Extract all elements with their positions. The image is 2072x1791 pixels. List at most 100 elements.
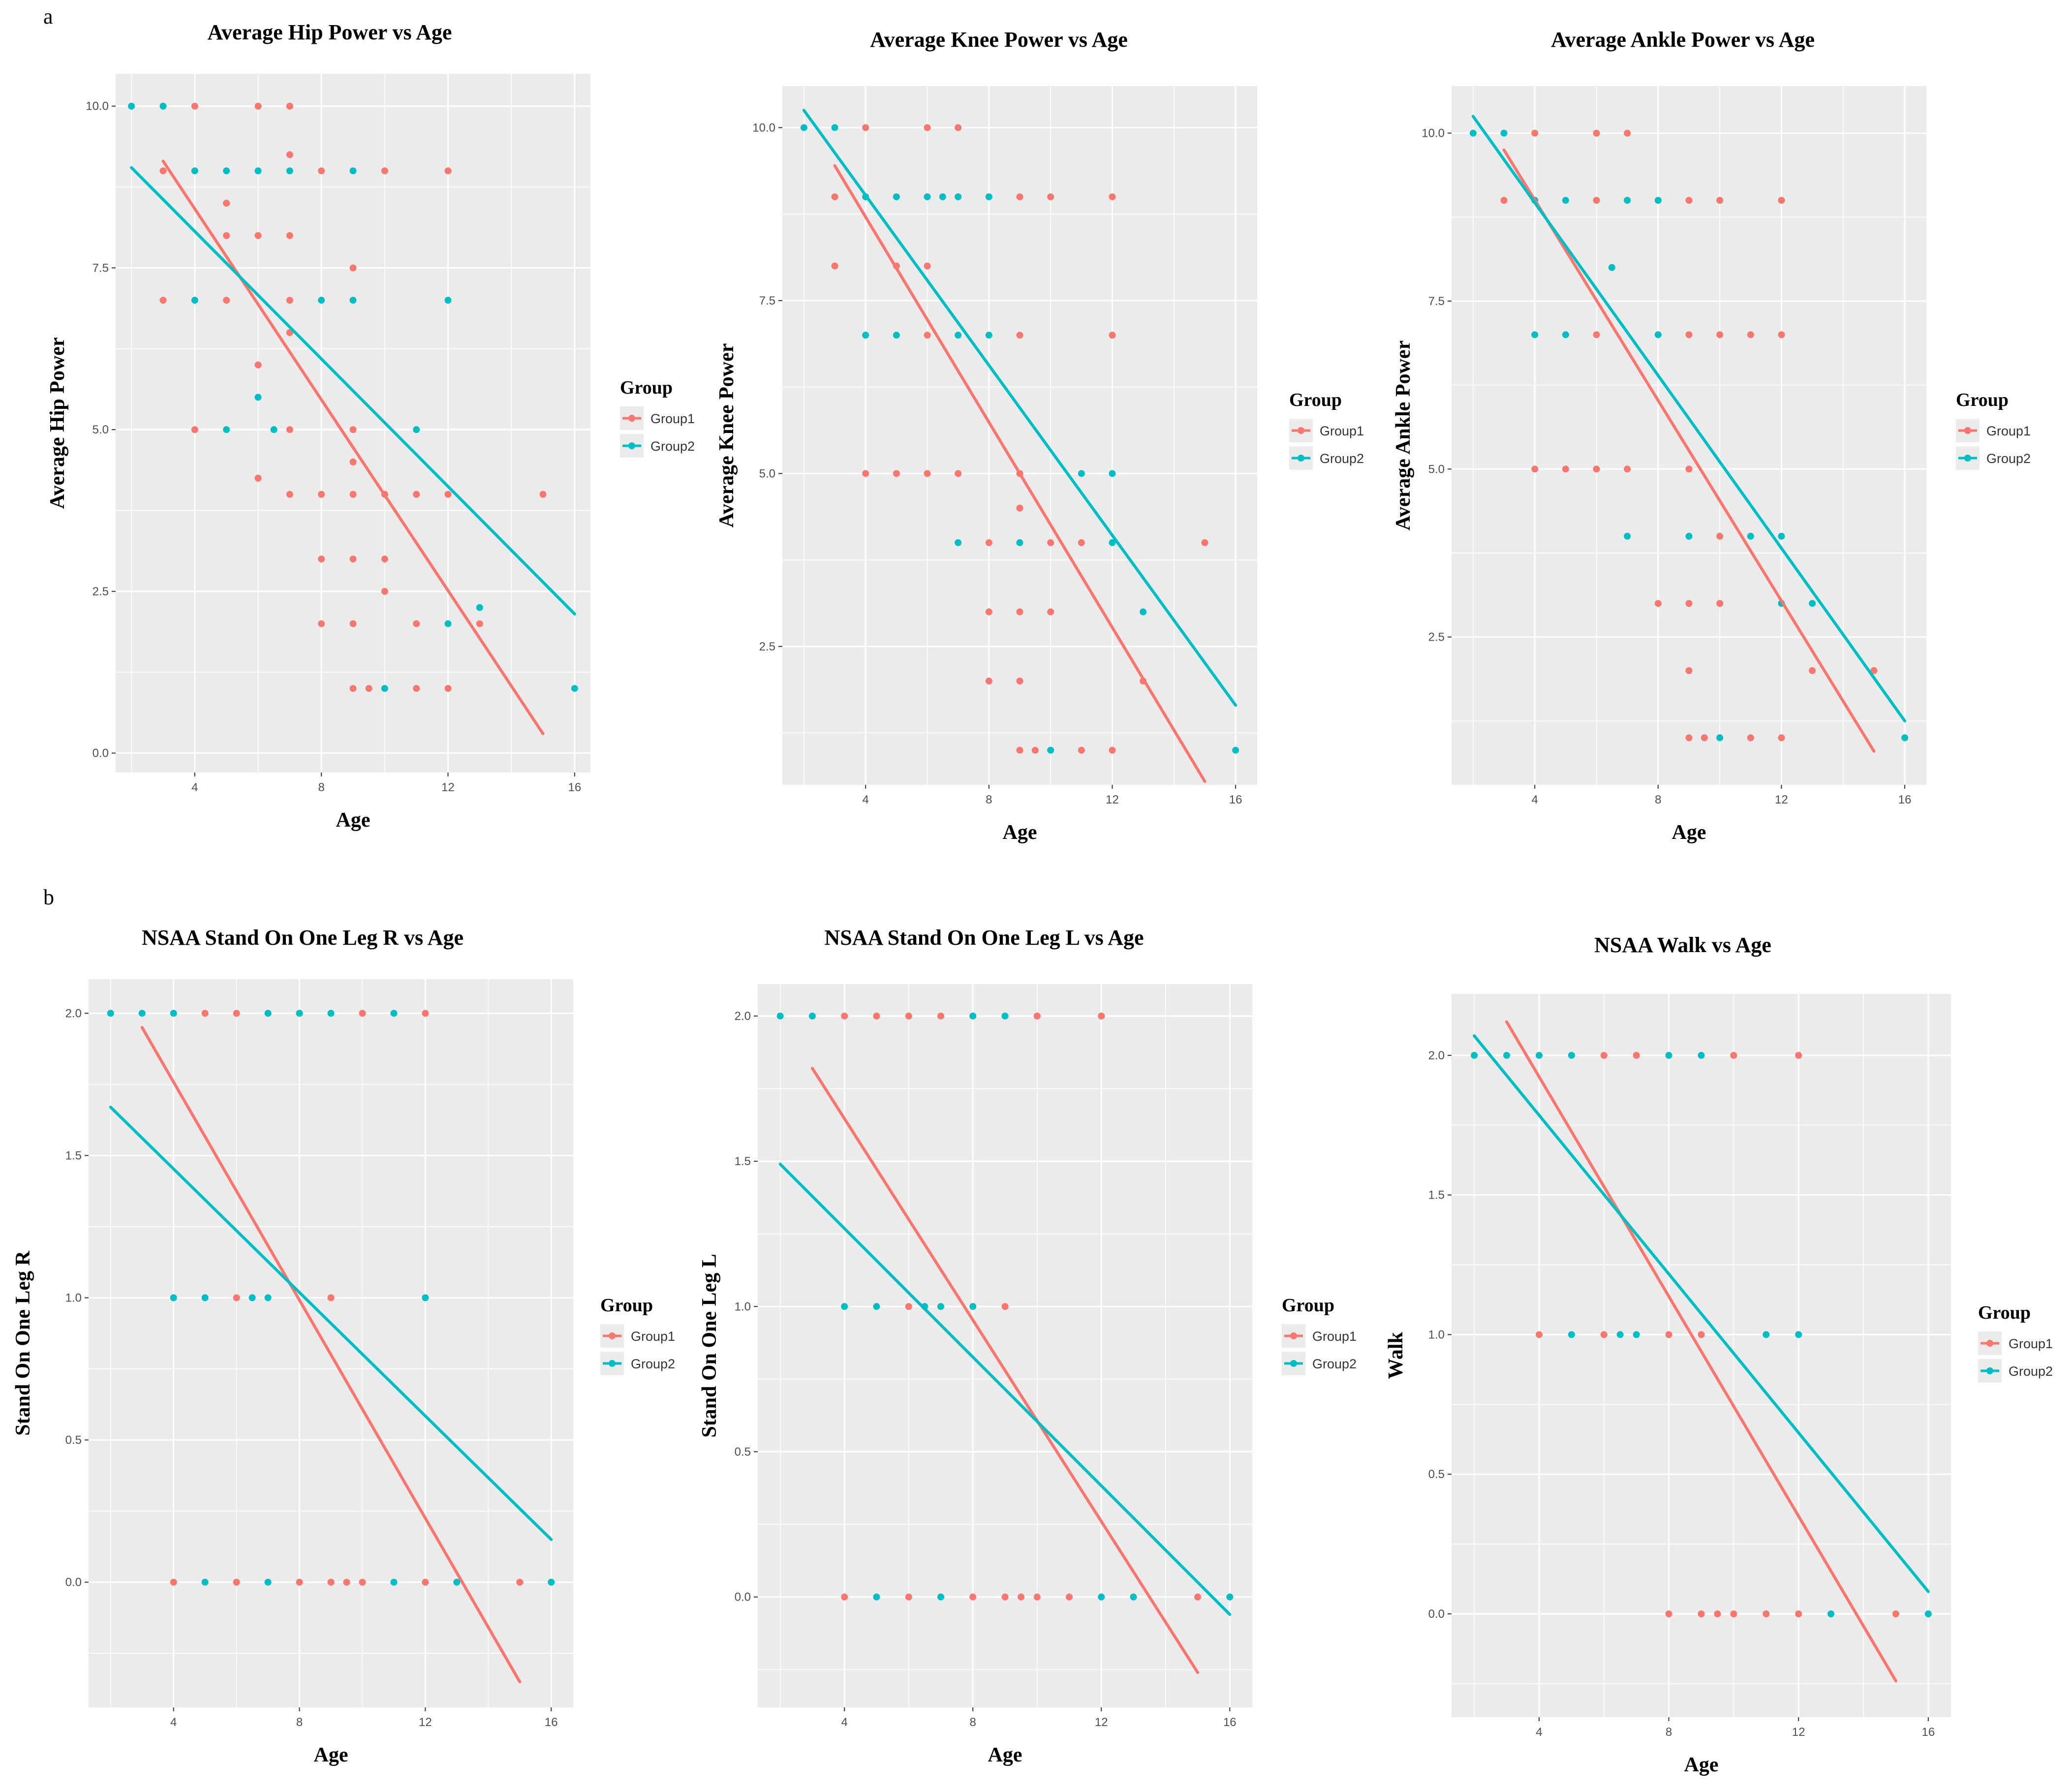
point-group1 bbox=[862, 124, 869, 131]
point-group1 bbox=[233, 1010, 240, 1017]
x-tick-label: 16 bbox=[1223, 1716, 1237, 1729]
point-group2 bbox=[191, 167, 198, 175]
point-group1 bbox=[286, 232, 293, 239]
point-group2 bbox=[138, 1010, 146, 1017]
point-group2 bbox=[1232, 746, 1239, 754]
point-group1 bbox=[1047, 193, 1054, 200]
point-group2 bbox=[248, 1294, 256, 1301]
point-group1 bbox=[1066, 1593, 1073, 1601]
point-group2 bbox=[1471, 1051, 1478, 1059]
legend-label: Group2 bbox=[631, 1357, 675, 1371]
y-axis-label: Average Ankle Power bbox=[1392, 340, 1415, 530]
point-group1 bbox=[1016, 678, 1023, 685]
point-group2 bbox=[1616, 1331, 1624, 1338]
point-group2 bbox=[1795, 1331, 1802, 1338]
point-group2 bbox=[444, 297, 452, 304]
point-group1 bbox=[1047, 608, 1054, 616]
fit-line-group1 bbox=[161, 159, 545, 736]
point-group1 bbox=[1016, 746, 1023, 754]
point-group1 bbox=[318, 491, 325, 498]
point-group1 bbox=[893, 470, 900, 477]
point-group1 bbox=[254, 102, 262, 110]
legend: Group Group1 Group2 bbox=[1289, 390, 1364, 470]
y-tick-label: 5.0 bbox=[759, 467, 775, 480]
point-group2 bbox=[1047, 746, 1054, 754]
y-tick-label: 2.0 bbox=[1428, 1049, 1445, 1062]
point-group1 bbox=[476, 620, 483, 627]
point-group1 bbox=[286, 491, 293, 498]
point-group1 bbox=[254, 361, 262, 369]
legend-label: Group1 bbox=[650, 411, 695, 426]
y-tick-label: 10.0 bbox=[752, 121, 775, 134]
point-group2 bbox=[893, 193, 900, 200]
point-group1 bbox=[1033, 1593, 1041, 1601]
point-group1 bbox=[924, 470, 931, 477]
point-group2 bbox=[969, 1012, 977, 1019]
x-tick-label: 8 bbox=[318, 781, 324, 794]
point-group1 bbox=[359, 1010, 366, 1017]
point-group1 bbox=[955, 470, 962, 477]
point-group1 bbox=[1500, 197, 1508, 204]
legend: Group Group1 Group2 bbox=[620, 377, 695, 458]
point-group1 bbox=[365, 685, 372, 692]
point-group2 bbox=[955, 539, 962, 546]
point-group2 bbox=[170, 1010, 177, 1017]
y-tick-label: 2.5 bbox=[759, 640, 775, 653]
point-group1 bbox=[985, 539, 992, 546]
point-group1 bbox=[1665, 1610, 1672, 1617]
point-group1 bbox=[1001, 1593, 1009, 1601]
x-tick-label: 4 bbox=[191, 781, 198, 794]
y-tick-label: 0.0 bbox=[735, 1591, 751, 1604]
y-axis-label: Stand On One Leg R bbox=[12, 1250, 34, 1435]
point-group2 bbox=[1500, 129, 1508, 137]
chart-2: 4 8 12 16 2.5 5.0 7.5 10.0 Average Knee Power vs… bbox=[715, 28, 1364, 844]
y-tick-label: 2.5 bbox=[1428, 631, 1445, 644]
point-group2 bbox=[264, 1010, 272, 1017]
point-group1 bbox=[1033, 1012, 1041, 1019]
point-group1 bbox=[1109, 193, 1116, 200]
point-group1 bbox=[233, 1578, 240, 1586]
point-group2 bbox=[873, 1593, 880, 1601]
y-tick-label: 7.5 bbox=[1428, 295, 1445, 308]
chart-title: NSAA Stand On One Leg L vs Age bbox=[824, 926, 1144, 950]
point-group1 bbox=[955, 124, 962, 131]
point-group2 bbox=[1763, 1331, 1770, 1338]
point-group1 bbox=[349, 556, 357, 563]
point-group1 bbox=[327, 1578, 335, 1586]
point-group1 bbox=[1730, 1610, 1737, 1617]
y-axis-label: Stand On One Leg L bbox=[698, 1254, 721, 1437]
point-group2 bbox=[444, 620, 452, 627]
legend-label: Group1 bbox=[1986, 424, 2031, 438]
point-group2 bbox=[1568, 1051, 1575, 1059]
chart-4: 4 8 12 16 0.0 0.5 1.0 1.5 2.0 NSAA Stand On One L… bbox=[12, 926, 675, 1766]
y-tick-label: 1.0 bbox=[1428, 1328, 1445, 1341]
point-group2 bbox=[254, 167, 262, 175]
legend-key-point bbox=[628, 442, 635, 449]
point-group2 bbox=[349, 297, 357, 304]
point-group1 bbox=[969, 1593, 977, 1601]
point-group1 bbox=[223, 232, 230, 239]
chart-title: NSAA Stand On One Leg R vs Age bbox=[142, 926, 464, 950]
point-group2 bbox=[893, 332, 900, 339]
chart-title: Average Ankle Power vs Age bbox=[1551, 28, 1815, 52]
point-group1 bbox=[381, 587, 388, 595]
point-group1 bbox=[1016, 332, 1023, 339]
point-group1 bbox=[1654, 600, 1662, 607]
point-group1 bbox=[937, 1012, 944, 1019]
y-tick-label: 0.0 bbox=[1428, 1607, 1445, 1621]
point-group2 bbox=[254, 394, 262, 401]
point-group2 bbox=[1827, 1610, 1835, 1617]
x-tick-label: 16 bbox=[545, 1716, 558, 1729]
point-group2 bbox=[571, 685, 578, 692]
point-group1 bbox=[444, 491, 452, 498]
point-group2 bbox=[476, 604, 483, 611]
point-group2 bbox=[1503, 1051, 1511, 1059]
point-group1 bbox=[1701, 734, 1708, 741]
chart-5: 4 8 12 16 0.0 0.5 1.0 1.5 2.0 NSAA Stand On One L… bbox=[698, 926, 1357, 1766]
plot-panel bbox=[89, 979, 573, 1707]
legend-label: Group2 bbox=[1312, 1357, 1357, 1371]
x-tick-label: 12 bbox=[441, 781, 455, 794]
point-group1 bbox=[924, 124, 931, 131]
point-group1 bbox=[831, 262, 838, 270]
